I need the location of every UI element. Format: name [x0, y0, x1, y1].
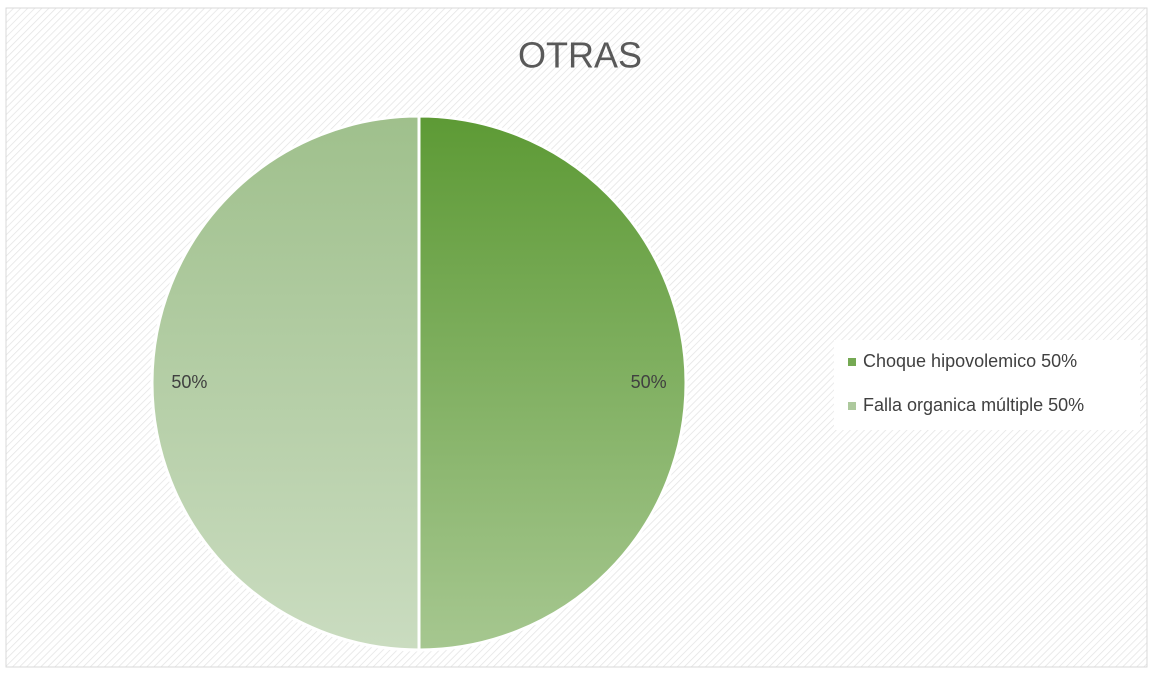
legend-background: [834, 340, 1140, 430]
legend-label: Choque hipovolemico 50%: [863, 351, 1077, 371]
legend-marker: [848, 358, 856, 366]
pie-slice: [417, 114, 688, 652]
chart-title: OTRAS: [518, 35, 642, 76]
data-label: 50%: [631, 372, 667, 392]
legend-marker: [848, 402, 856, 410]
legend-label: Falla organica múltiple 50%: [863, 395, 1084, 415]
data-label: 50%: [171, 372, 207, 392]
pie-slice: [150, 114, 421, 652]
